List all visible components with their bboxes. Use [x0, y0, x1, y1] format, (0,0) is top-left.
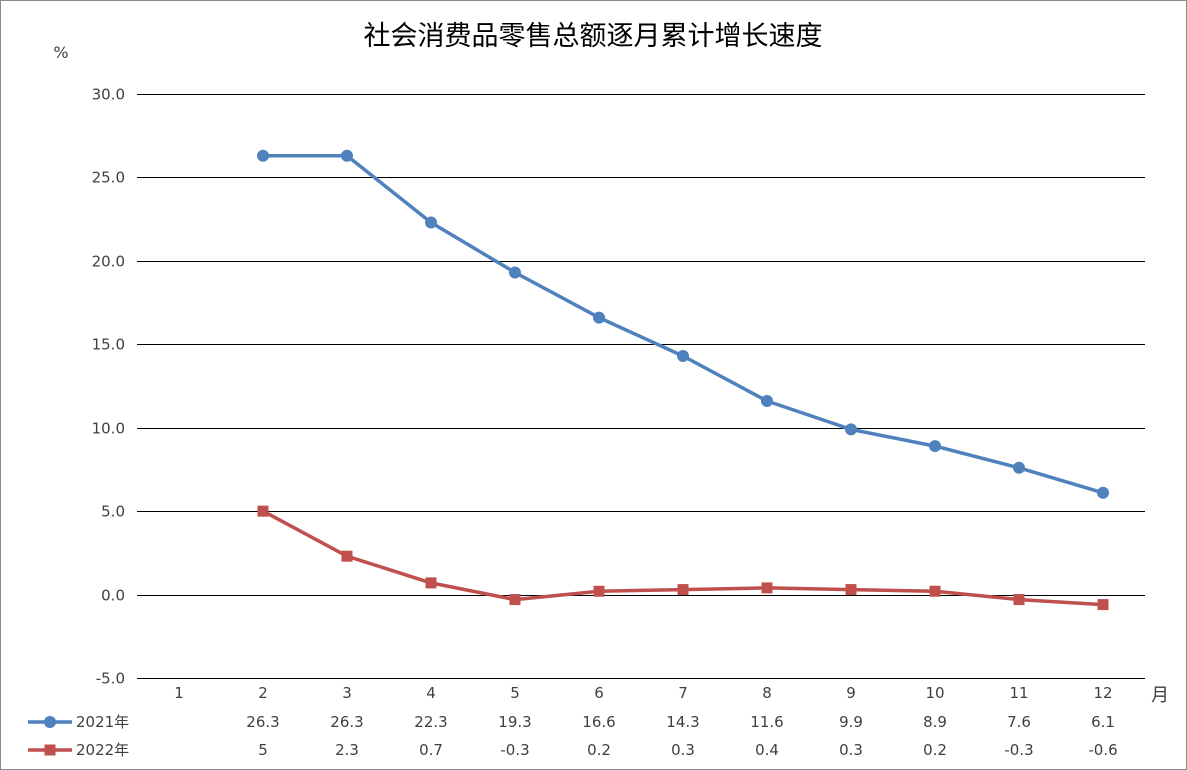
- y-tick-label: 25.0: [92, 169, 125, 187]
- x-axis-unit: 月: [1151, 685, 1169, 706]
- table-value: 16.6: [582, 713, 615, 731]
- y-tick-label: 15.0: [92, 336, 125, 354]
- table-value: 0.3: [839, 741, 863, 759]
- series-2-point: [593, 585, 605, 597]
- y-tick-label: 10.0: [92, 420, 125, 438]
- series-1-point: [341, 149, 353, 162]
- y-tick-label: 20.0: [92, 253, 125, 271]
- series-1-point: [677, 349, 689, 362]
- table-value: -0.3: [500, 741, 529, 759]
- series-2-point: [929, 585, 941, 597]
- series-2-point: [1097, 599, 1109, 611]
- table-value: 9.9: [839, 713, 863, 731]
- series-1-point: [425, 216, 437, 229]
- series-plot: [257, 149, 1109, 611]
- x-tick-label: 4: [426, 684, 436, 702]
- table-value: 19.3: [498, 713, 531, 731]
- y-tick-label: -5.0: [96, 670, 125, 688]
- table-value: 0.4: [755, 741, 779, 759]
- y-axis-ticks: -5.0 0.0 5.0 10.0 15.0 20.0 25.0 30.0: [92, 86, 125, 688]
- table-value: 5: [258, 741, 268, 759]
- x-tick-label: 5: [510, 684, 520, 702]
- table-value: 26.3: [246, 713, 279, 731]
- table-value: 0.7: [419, 741, 443, 759]
- series-2-point: [1013, 594, 1025, 606]
- series-2-point: [677, 584, 689, 596]
- x-tick-label: 7: [678, 684, 688, 702]
- x-tick-label: 2: [258, 684, 268, 702]
- chart-title: 社会消费品零售总额逐月累计增长速度: [364, 21, 823, 52]
- table-value: 26.3: [330, 713, 363, 731]
- legend-marker: [44, 744, 56, 756]
- series-2-point: [509, 594, 521, 606]
- legend-marker: [44, 716, 56, 728]
- data-table: 2021年 26.3 26.3 22.3 19.3 16.6 14.3 11.6 9.9 8.9 7…: [28, 713, 1118, 759]
- table-value: 14.3: [666, 713, 699, 731]
- series-1-point: [845, 423, 857, 436]
- table-value: 0.3: [671, 741, 695, 759]
- x-axis-ticks: 1 2 3 4 5 6 7 8 9 10 11 12: [174, 684, 1112, 702]
- x-tick-label: 3: [342, 684, 352, 702]
- table-value: -0.6: [1088, 741, 1117, 759]
- table-value: -0.3: [1004, 741, 1033, 759]
- table-value: 22.3: [414, 713, 447, 731]
- y-tick-label: 0.0: [101, 587, 125, 605]
- series-2-point: [845, 584, 857, 596]
- x-tick-label: 12: [1093, 684, 1112, 702]
- table-value: 11.6: [750, 713, 783, 731]
- table-value: 8.9: [923, 713, 947, 731]
- series-2-point: [425, 577, 437, 589]
- legend-series-name: 2021年: [76, 713, 129, 731]
- series-1-point: [509, 266, 521, 279]
- series-2-point: [341, 550, 353, 562]
- x-tick-label: 9: [846, 684, 856, 702]
- x-tick-label: 1: [174, 684, 184, 702]
- x-tick-label: 8: [762, 684, 772, 702]
- series-1-point: [257, 149, 269, 162]
- legend-series-name: 2022年: [76, 741, 129, 759]
- y-tick-label: 5.0: [101, 503, 125, 521]
- x-tick-label: 10: [925, 684, 944, 702]
- series-1-point: [1097, 486, 1109, 499]
- table-value: 7.6: [1007, 713, 1031, 731]
- y-axis-unit: %: [53, 43, 68, 62]
- table-value: 0.2: [923, 741, 947, 759]
- series-1-point: [761, 395, 773, 408]
- series-1-point: [929, 440, 941, 453]
- table-value: 0.2: [587, 741, 611, 759]
- table-value: 6.1: [1091, 713, 1115, 731]
- x-tick-label: 6: [594, 684, 604, 702]
- series-2-point: [761, 582, 773, 594]
- x-tick-label: 11: [1009, 684, 1028, 702]
- gridlines: [137, 94, 1145, 679]
- y-tick-label: 30.0: [92, 86, 125, 104]
- table-value: 2.3: [335, 741, 359, 759]
- series-2-point: [257, 505, 269, 517]
- series-1-point: [593, 311, 605, 324]
- series-1-point: [1013, 461, 1025, 474]
